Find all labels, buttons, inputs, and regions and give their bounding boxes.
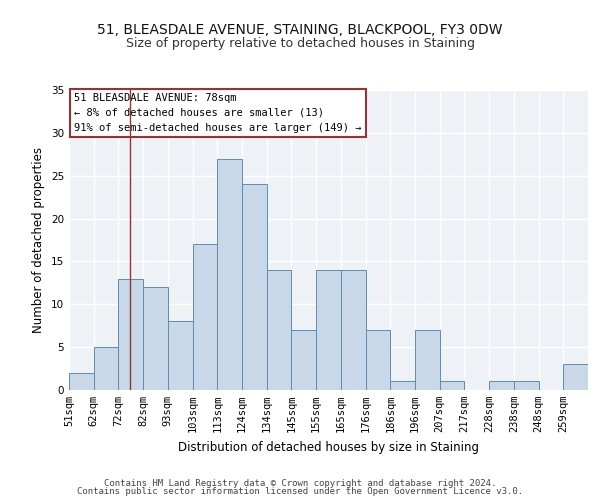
Bar	[267, 270, 292, 390]
Text: Contains HM Land Registry data © Crown copyright and database right 2024.: Contains HM Land Registry data © Crown c…	[104, 478, 496, 488]
Bar	[316, 270, 341, 390]
Bar	[118, 278, 143, 390]
Y-axis label: Number of detached properties: Number of detached properties	[32, 147, 46, 333]
Bar	[415, 330, 440, 390]
Bar	[365, 330, 390, 390]
Bar	[341, 270, 365, 390]
Text: Contains public sector information licensed under the Open Government Licence v3: Contains public sector information licen…	[77, 487, 523, 496]
Bar	[390, 382, 415, 390]
Bar	[292, 330, 316, 390]
Bar	[193, 244, 217, 390]
Bar	[217, 158, 242, 390]
Text: Size of property relative to detached houses in Staining: Size of property relative to detached ho…	[125, 38, 475, 51]
Text: 51 BLEASDALE AVENUE: 78sqm
← 8% of detached houses are smaller (13)
91% of semi-: 51 BLEASDALE AVENUE: 78sqm ← 8% of detac…	[74, 93, 362, 132]
Bar	[563, 364, 588, 390]
Bar	[168, 322, 193, 390]
Bar	[69, 373, 94, 390]
X-axis label: Distribution of detached houses by size in Staining: Distribution of detached houses by size …	[178, 440, 479, 454]
Bar	[143, 287, 168, 390]
Bar	[514, 382, 539, 390]
Text: 51, BLEASDALE AVENUE, STAINING, BLACKPOOL, FY3 0DW: 51, BLEASDALE AVENUE, STAINING, BLACKPOO…	[97, 22, 503, 36]
Bar	[489, 382, 514, 390]
Bar	[94, 347, 118, 390]
Bar	[242, 184, 267, 390]
Bar	[440, 382, 464, 390]
